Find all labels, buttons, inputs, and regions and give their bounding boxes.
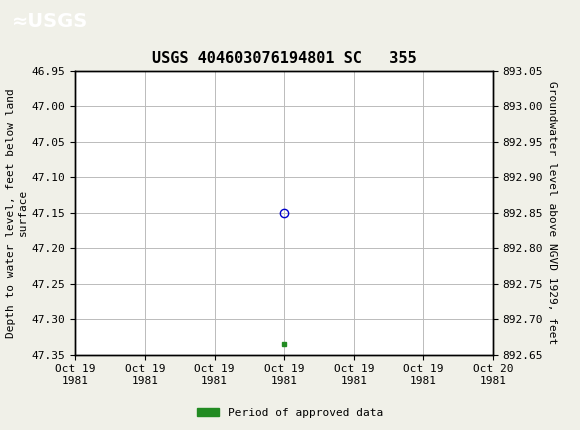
Legend: Period of approved data: Period of approved data	[193, 403, 387, 422]
Y-axis label: Groundwater level above NGVD 1929, feet: Groundwater level above NGVD 1929, feet	[548, 81, 557, 344]
Y-axis label: Depth to water level, feet below land
surface: Depth to water level, feet below land su…	[6, 88, 28, 338]
Title: USGS 404603076194801 SC   355: USGS 404603076194801 SC 355	[152, 51, 416, 66]
Text: ≈USGS: ≈USGS	[12, 12, 88, 31]
